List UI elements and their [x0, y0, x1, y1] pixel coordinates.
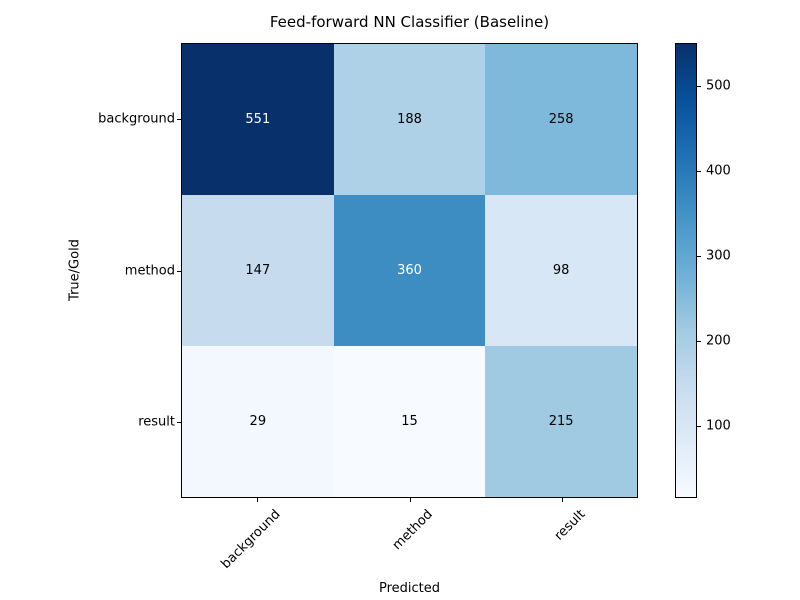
colorbar-tick-label: 500: [706, 78, 731, 94]
y-tick-mark: [177, 422, 181, 424]
x-tick-mark: [409, 498, 411, 502]
colorbar-tick-label: 400: [706, 163, 731, 179]
x-tick-label: method: [389, 507, 437, 554]
heatmap-cell-r0c0: 551: [182, 44, 334, 195]
colorbar-tick-label: 200: [706, 333, 731, 349]
y-tick-label: method: [124, 263, 175, 278]
x-tick-label: result: [551, 507, 589, 544]
y-tick-label: background: [98, 111, 175, 127]
heatmap-grid: 551 188 258 147 360 98 29 15 215: [181, 43, 638, 498]
colorbar-tick-mark: [697, 171, 701, 173]
chart-title: Feed-forward NN Classifier (Baseline): [269, 13, 550, 31]
y-tick-mark: [177, 270, 181, 272]
heatmap-cell-r0c2: 258: [485, 44, 637, 195]
heatmap-cell-r2c2: 215: [485, 346, 637, 497]
x-axis-label: Predicted: [378, 581, 441, 596]
colorbar-tick-mark: [697, 256, 701, 258]
colorbar-tick-mark: [697, 340, 701, 342]
heatmap-cell-r0c1: 188: [333, 44, 486, 195]
heatmap-cell-r1c2: 98: [485, 195, 637, 346]
heatmap-cell-r1c1: 360: [333, 195, 486, 346]
colorbar-tick-label: 300: [706, 248, 731, 264]
colorbar: [675, 43, 697, 498]
heatmap-cell-r2c1: 15: [333, 346, 486, 497]
y-axis-label: True/Gold: [67, 239, 83, 301]
x-tick-mark: [257, 498, 259, 502]
colorbar-tick-label: 100: [706, 418, 731, 434]
y-tick-label: result: [138, 414, 175, 430]
x-tick-mark: [561, 498, 563, 502]
colorbar-tick-mark: [697, 425, 701, 427]
y-tick-mark: [177, 118, 181, 120]
x-tick-label: background: [218, 507, 284, 572]
heatmap-cell-r1c0: 147: [182, 195, 334, 346]
heatmap-cell-r2c0: 29: [182, 346, 334, 497]
colorbar-tick-mark: [697, 86, 701, 88]
